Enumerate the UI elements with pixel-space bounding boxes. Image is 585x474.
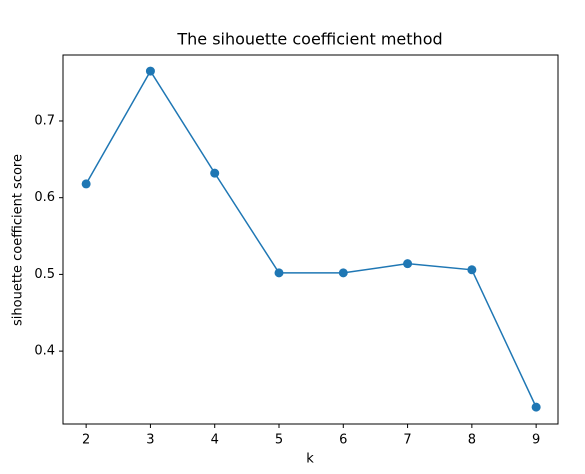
point [81, 179, 91, 189]
point [403, 259, 413, 269]
line [85, 69, 537, 408]
point [274, 268, 284, 278]
point [145, 66, 155, 76]
point [210, 168, 220, 178]
plot-frame [62, 54, 559, 425]
x-tick-label: 6 [339, 433, 347, 448]
x-tick-label: 3 [146, 433, 154, 448]
point [531, 402, 541, 412]
y-tick-label: 0.4 [34, 344, 55, 359]
x-axis-label: k [306, 452, 314, 467]
x-tick-label: 5 [275, 433, 283, 448]
chart-title: The sihouette coefficient method [176, 30, 442, 49]
x-tick-label: 8 [468, 433, 476, 448]
point [467, 265, 477, 275]
y-tick-label: 0.5 [34, 267, 55, 282]
x-tick-label: 4 [211, 433, 219, 448]
y-axis-label: sihouette coefficient score [11, 154, 26, 326]
x-tick-label: 2 [82, 433, 90, 448]
y-tick-label: 0.6 [34, 190, 55, 205]
y-tick-label: 0.7 [34, 113, 55, 128]
x-tick-label: 9 [532, 433, 540, 448]
x-tick-label: 7 [403, 433, 411, 448]
point [338, 268, 348, 278]
